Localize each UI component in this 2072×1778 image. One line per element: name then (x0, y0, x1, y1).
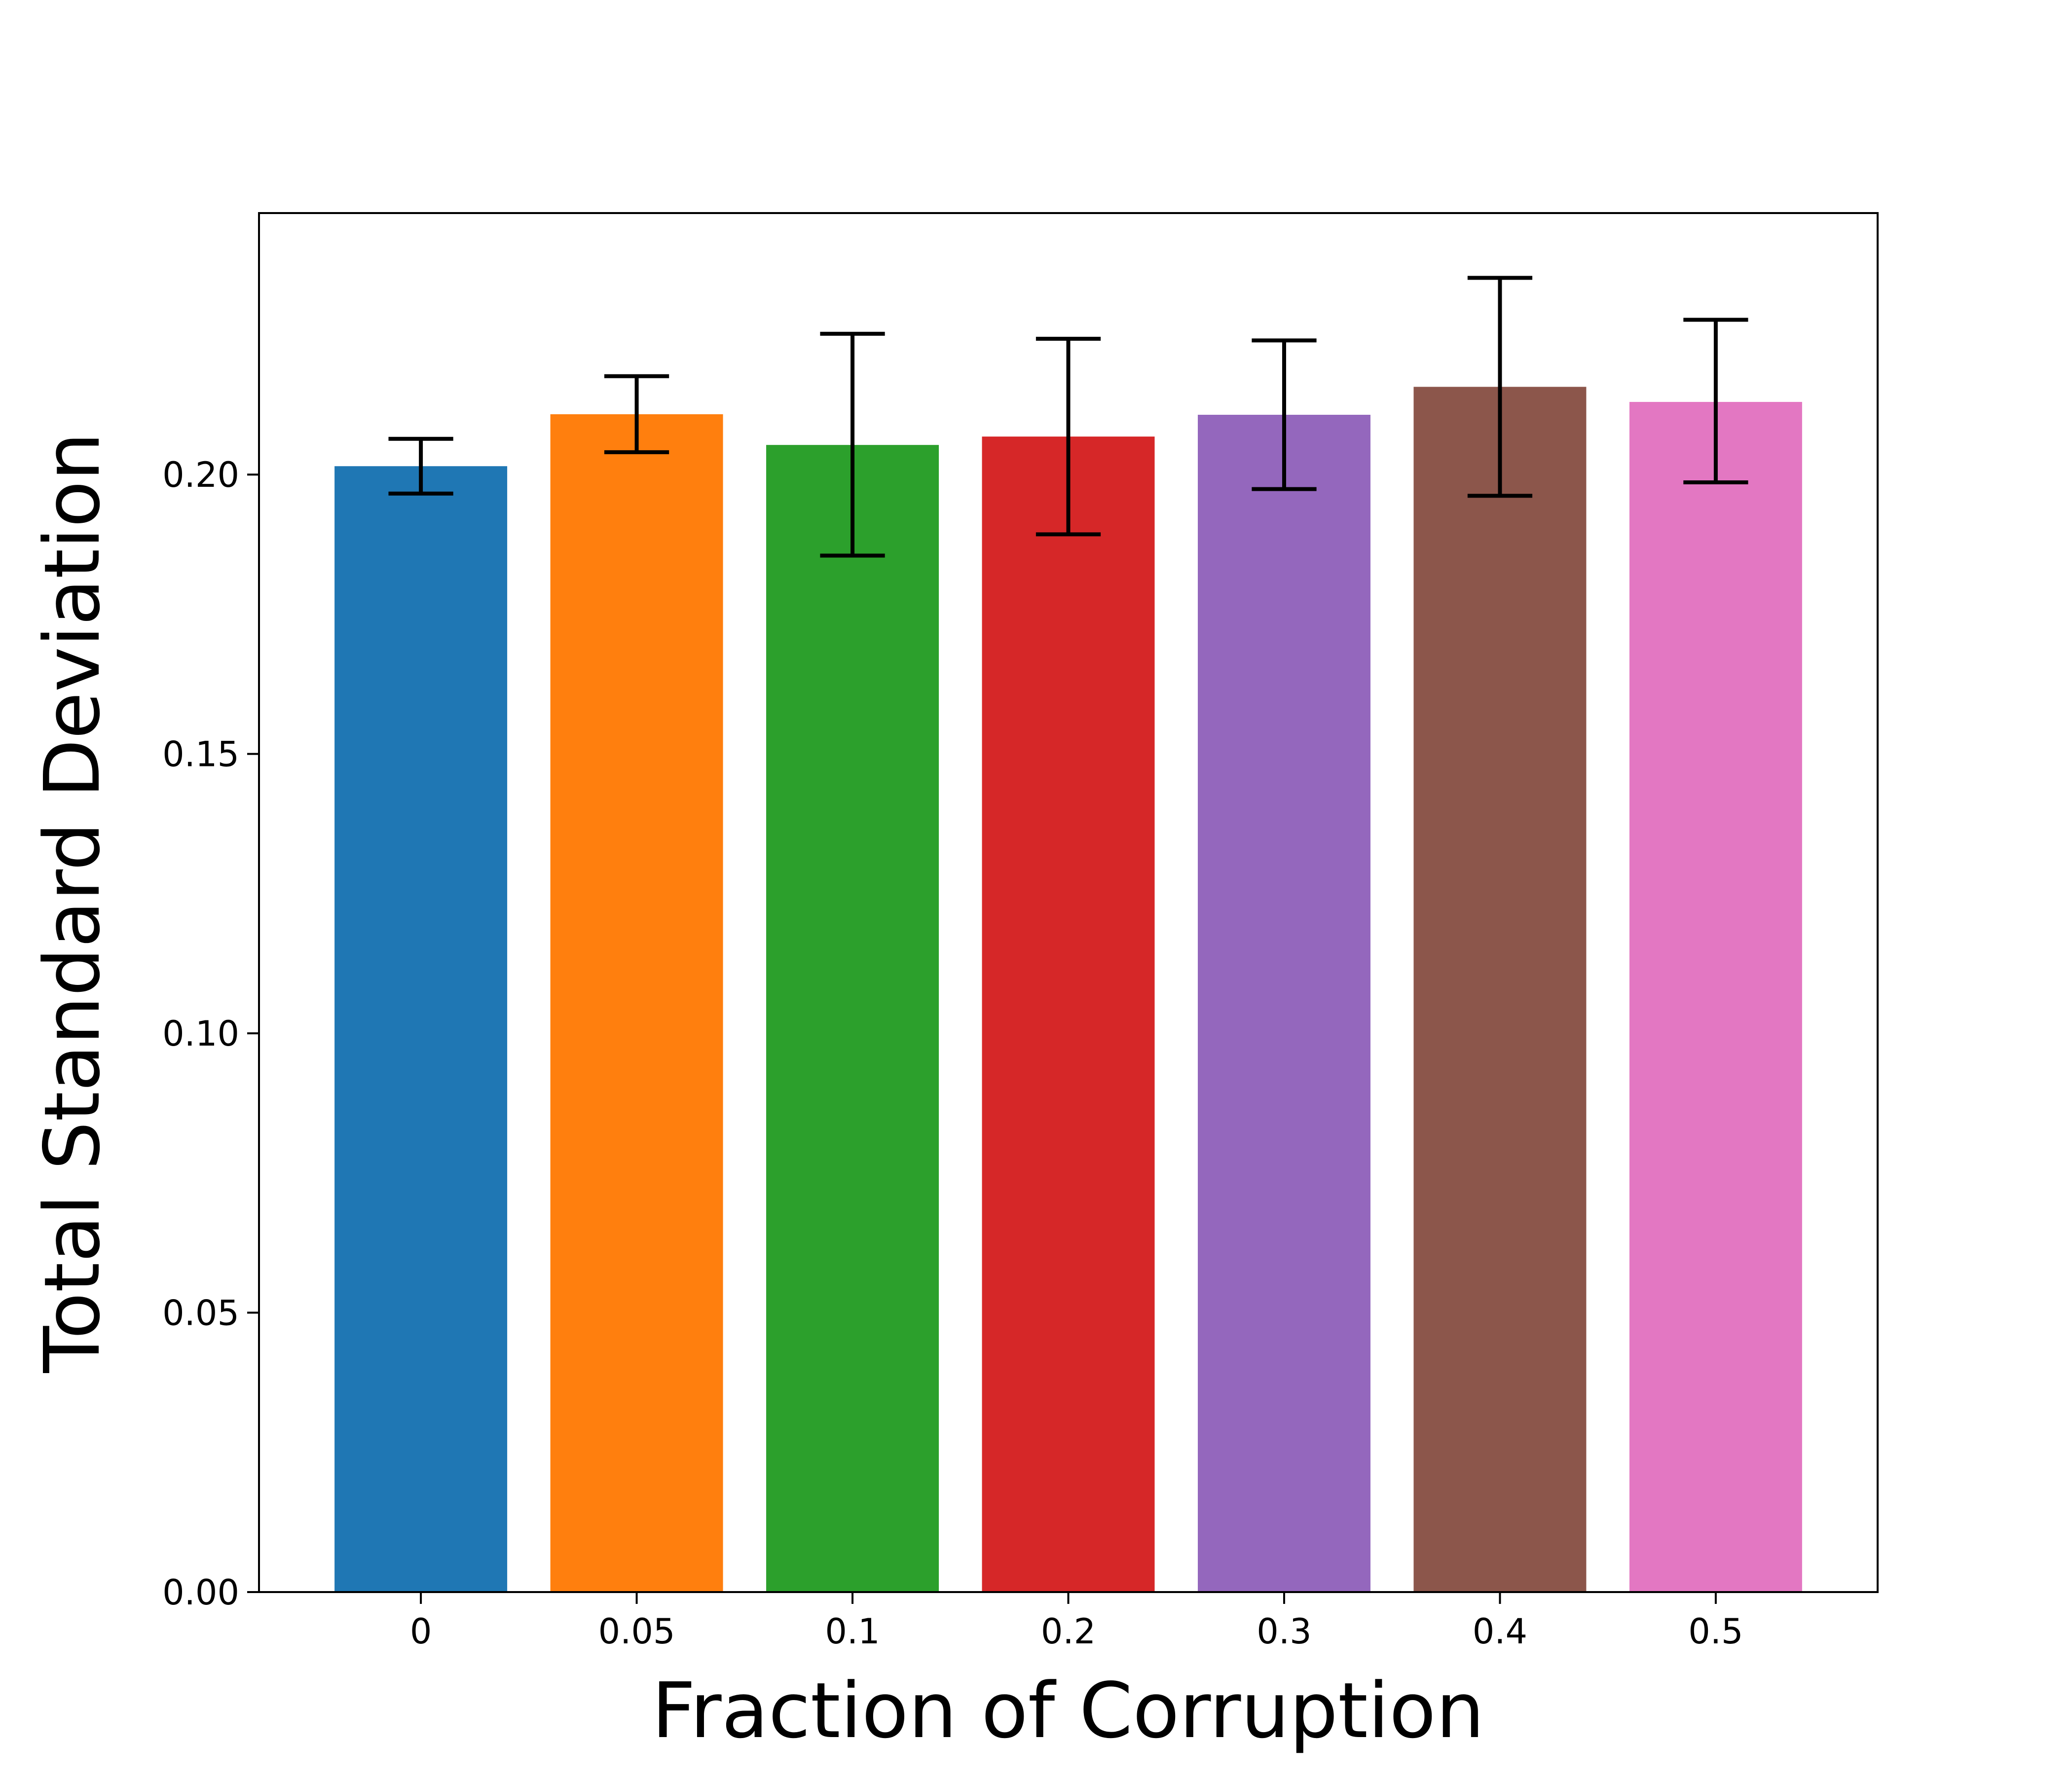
x-tick-label: 0.1 (825, 1611, 880, 1652)
y-tick-label: 0.00 (162, 1572, 239, 1613)
error-bar-6 (1683, 318, 1748, 485)
y-tick-label: 0.20 (162, 455, 239, 495)
bar-2 (766, 445, 939, 1592)
error-bar-2 (820, 331, 885, 558)
y-axis: 0.00 0.05 0.10 0.15 0.20 (162, 455, 259, 1613)
bar-5 (1413, 387, 1587, 1592)
x-axis-label: Fraction of Corruption (652, 1666, 1484, 1755)
error-bar-1 (604, 374, 669, 454)
error-bar-3 (1036, 336, 1101, 537)
y-tick-label: 0.10 (162, 1014, 239, 1054)
bar-0 (334, 466, 508, 1593)
error-bar-4 (1252, 338, 1317, 491)
y-tick-label: 0.05 (162, 1293, 239, 1334)
x-tick-label: 0.2 (1041, 1611, 1096, 1652)
bars-layer (334, 387, 1802, 1593)
error-bars-layer (388, 276, 1748, 558)
bar-3 (982, 436, 1155, 1593)
x-tick-label: 0.3 (1257, 1611, 1311, 1652)
error-bar-0 (388, 436, 453, 496)
y-tick-label: 0.15 (162, 734, 239, 775)
bar-6 (1629, 401, 1802, 1592)
x-tick-label: 0.5 (1688, 1611, 1743, 1652)
x-axis: 0 0.05 0.1 0.2 0.3 0.4 0.5 (410, 1592, 1743, 1652)
x-tick-label: 0.05 (598, 1611, 675, 1652)
bar-1 (550, 414, 723, 1592)
bar-4 (1197, 414, 1370, 1592)
x-tick-label: 0 (410, 1611, 432, 1652)
x-tick-label: 0.4 (1473, 1611, 1527, 1652)
error-bar-5 (1467, 276, 1533, 498)
y-axis-label: Total Standard Deviation (28, 432, 117, 1373)
